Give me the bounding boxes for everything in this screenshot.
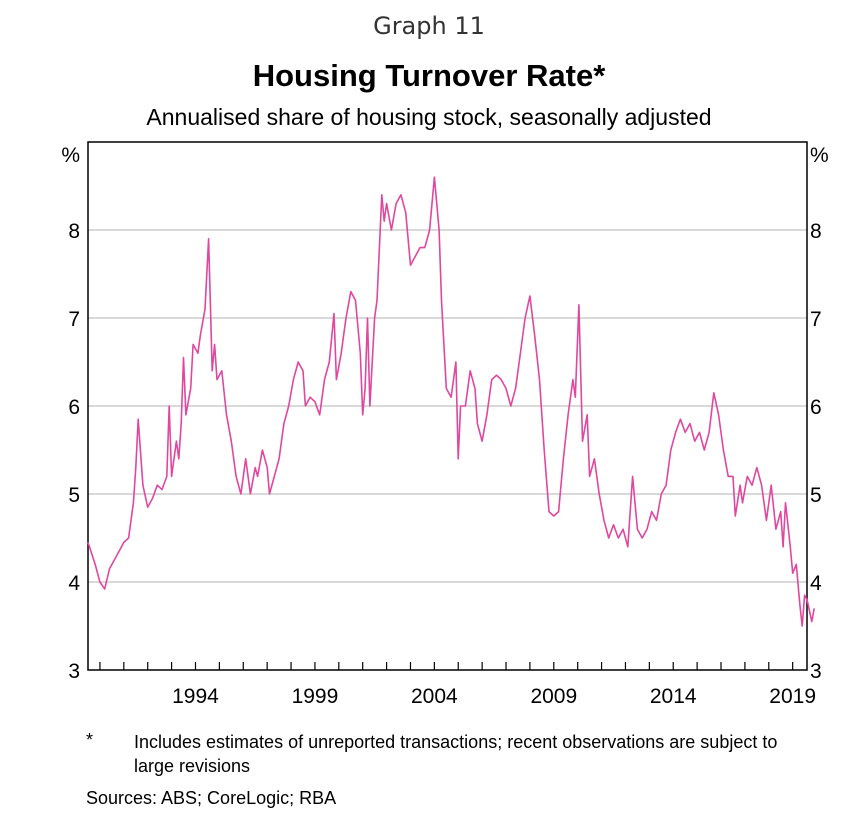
- x-tick-label: 1999: [292, 685, 339, 708]
- y-tick-label-left: 7: [68, 308, 80, 331]
- y-tick-label-right: 4: [810, 572, 822, 595]
- y-unit-left: %: [61, 144, 80, 167]
- y-tick-label-right: 3: [810, 660, 822, 683]
- graph-number: Graph 11: [373, 12, 485, 40]
- x-tick-label: 2004: [411, 685, 458, 708]
- plot-frame: [87, 141, 808, 671]
- footnote-text: Includes estimates of unreported transac…: [134, 732, 778, 776]
- x-tick-label: 1994: [172, 685, 219, 708]
- x-tick-label: 2019: [769, 685, 816, 708]
- x-tick-label: 2014: [650, 685, 697, 708]
- y-tick-label-left: 4: [68, 572, 80, 595]
- y-tick-label-right: 8: [810, 220, 822, 243]
- footnote-marker: *: [86, 730, 94, 750]
- y-tick-label-left: 6: [68, 396, 80, 419]
- axis-ticks: [99, 662, 794, 670]
- chart-subtitle: Annualised share of housing stock, seaso…: [146, 104, 712, 130]
- grid-lines: [88, 229, 807, 583]
- x-tick-label: 2009: [530, 685, 577, 708]
- series-line-turnover-rate: [87, 176, 815, 627]
- chart-title: Housing Turnover Rate*: [252, 58, 606, 93]
- sources-note: Sources: ABS; CoreLogic; RBA: [86, 788, 337, 808]
- y-tick-label-left: 5: [68, 484, 80, 507]
- y-unit-right: %: [810, 144, 829, 167]
- axis-labels: 3 3 4 4 5 5 6 6 7 7 8 8% % 1994 1999 2004 2009 2014 2019: [61, 144, 828, 708]
- series-layer: [87, 176, 815, 627]
- y-tick-label-right: 5: [810, 484, 822, 507]
- chart-plot: 3 3 4 4 5 5 6 6 7 7 8 8% % 1994 1999 2004 2009 2014 2019: [61, 141, 829, 708]
- y-tick-label-left: 3: [68, 660, 80, 683]
- y-tick-label-left: 8: [68, 220, 80, 243]
- y-tick-label-right: 6: [810, 396, 822, 419]
- y-tick-label-right: 7: [810, 308, 822, 331]
